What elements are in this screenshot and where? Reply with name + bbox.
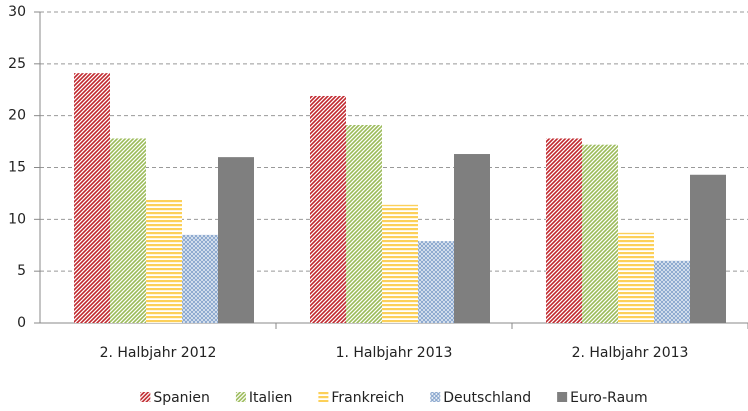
bar <box>110 138 146 323</box>
bar <box>582 144 618 323</box>
x-tick-label: 2. Halbjahr 2013 <box>572 345 689 361</box>
legend-label: Frankreich <box>331 390 404 406</box>
y-tick-label: 10 <box>8 211 26 227</box>
bar <box>618 232 654 323</box>
legend-label: Euro-Raum <box>570 390 648 406</box>
legend-swatch <box>140 392 151 402</box>
bar <box>218 157 254 323</box>
bar <box>74 73 110 323</box>
x-tick-label: 1. Halbjahr 2013 <box>336 345 453 361</box>
bar <box>146 199 182 323</box>
legend-label: Deutschland <box>443 390 531 406</box>
legend-swatch <box>235 392 246 402</box>
bar <box>418 241 454 323</box>
legend-swatch <box>318 392 329 402</box>
bar <box>182 234 218 323</box>
legend-label: Spanien <box>153 390 210 406</box>
bar <box>454 154 490 323</box>
legend-swatch <box>430 392 441 402</box>
bar <box>690 174 726 323</box>
y-tick-label: 25 <box>8 56 26 72</box>
bar <box>382 204 418 323</box>
bar <box>654 260 690 323</box>
y-tick-label: 30 <box>8 4 26 20</box>
bar <box>310 95 346 323</box>
legend: Spanien Italien Frankreich Deutschland Euro-… <box>140 390 648 406</box>
y-tick-label: 20 <box>8 108 26 124</box>
bar <box>546 138 582 323</box>
legend-swatch <box>557 392 568 402</box>
legend-label: Italien <box>249 390 292 406</box>
y-tick-label: 0 <box>17 315 26 331</box>
x-tick-label: 2. Halbjahr 2012 <box>100 345 217 361</box>
bar <box>346 124 382 323</box>
y-tick-label: 5 <box>17 263 26 279</box>
y-tick-label: 15 <box>8 160 26 176</box>
